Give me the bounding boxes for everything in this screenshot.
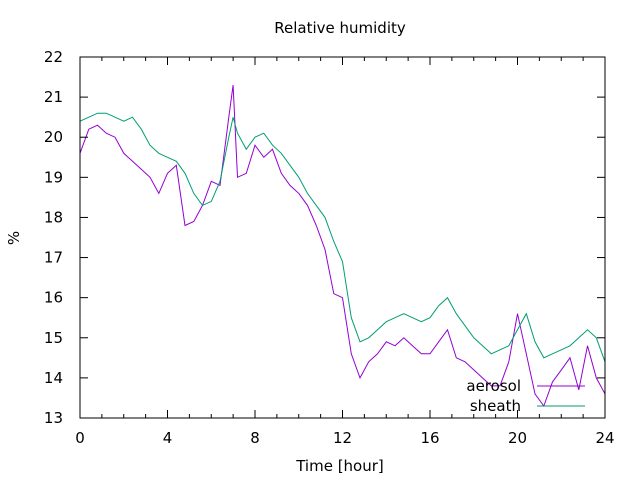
y-tick-label: 19 xyxy=(44,168,63,186)
plot-frame xyxy=(79,56,606,419)
axis-ticks xyxy=(79,56,606,419)
y-tick-label: 16 xyxy=(44,289,63,307)
legend: aerosol sheath xyxy=(466,377,585,415)
y-tick-label: 13 xyxy=(44,409,63,427)
x-tick-label: 12 xyxy=(333,429,352,447)
legend-label: sheath xyxy=(470,397,521,415)
plot-lines xyxy=(79,85,606,408)
x-tick-label: 4 xyxy=(163,429,173,447)
x-axis-label: Time [hour] xyxy=(295,457,384,475)
x-tick-label: 20 xyxy=(508,429,527,447)
chart-title: Relative humidity xyxy=(274,19,406,37)
y-tick-label: 14 xyxy=(44,369,63,387)
x-tick-label: 0 xyxy=(75,429,85,447)
series-line-aerosol xyxy=(79,85,606,408)
legend-label: aerosol xyxy=(466,377,521,395)
x-tick-label: 16 xyxy=(420,429,439,447)
series-line-sheath xyxy=(79,112,606,362)
y-tick-label: 15 xyxy=(44,329,63,347)
y-tick-label: 21 xyxy=(44,88,63,106)
x-tick-label: 24 xyxy=(595,429,614,447)
y-tick-label: 17 xyxy=(44,249,63,267)
y-tick-labels: 13 14 15 16 17 18 19 20 21 22 xyxy=(44,48,63,427)
y-tick-label: 22 xyxy=(44,48,63,66)
y-tick-label: 18 xyxy=(44,208,63,226)
x-tick-labels: 0 4 8 12 16 20 24 xyxy=(75,429,614,447)
x-tick-label: 8 xyxy=(250,429,260,447)
y-tick-label: 20 xyxy=(44,128,63,146)
y-axis-label: % xyxy=(5,231,23,245)
